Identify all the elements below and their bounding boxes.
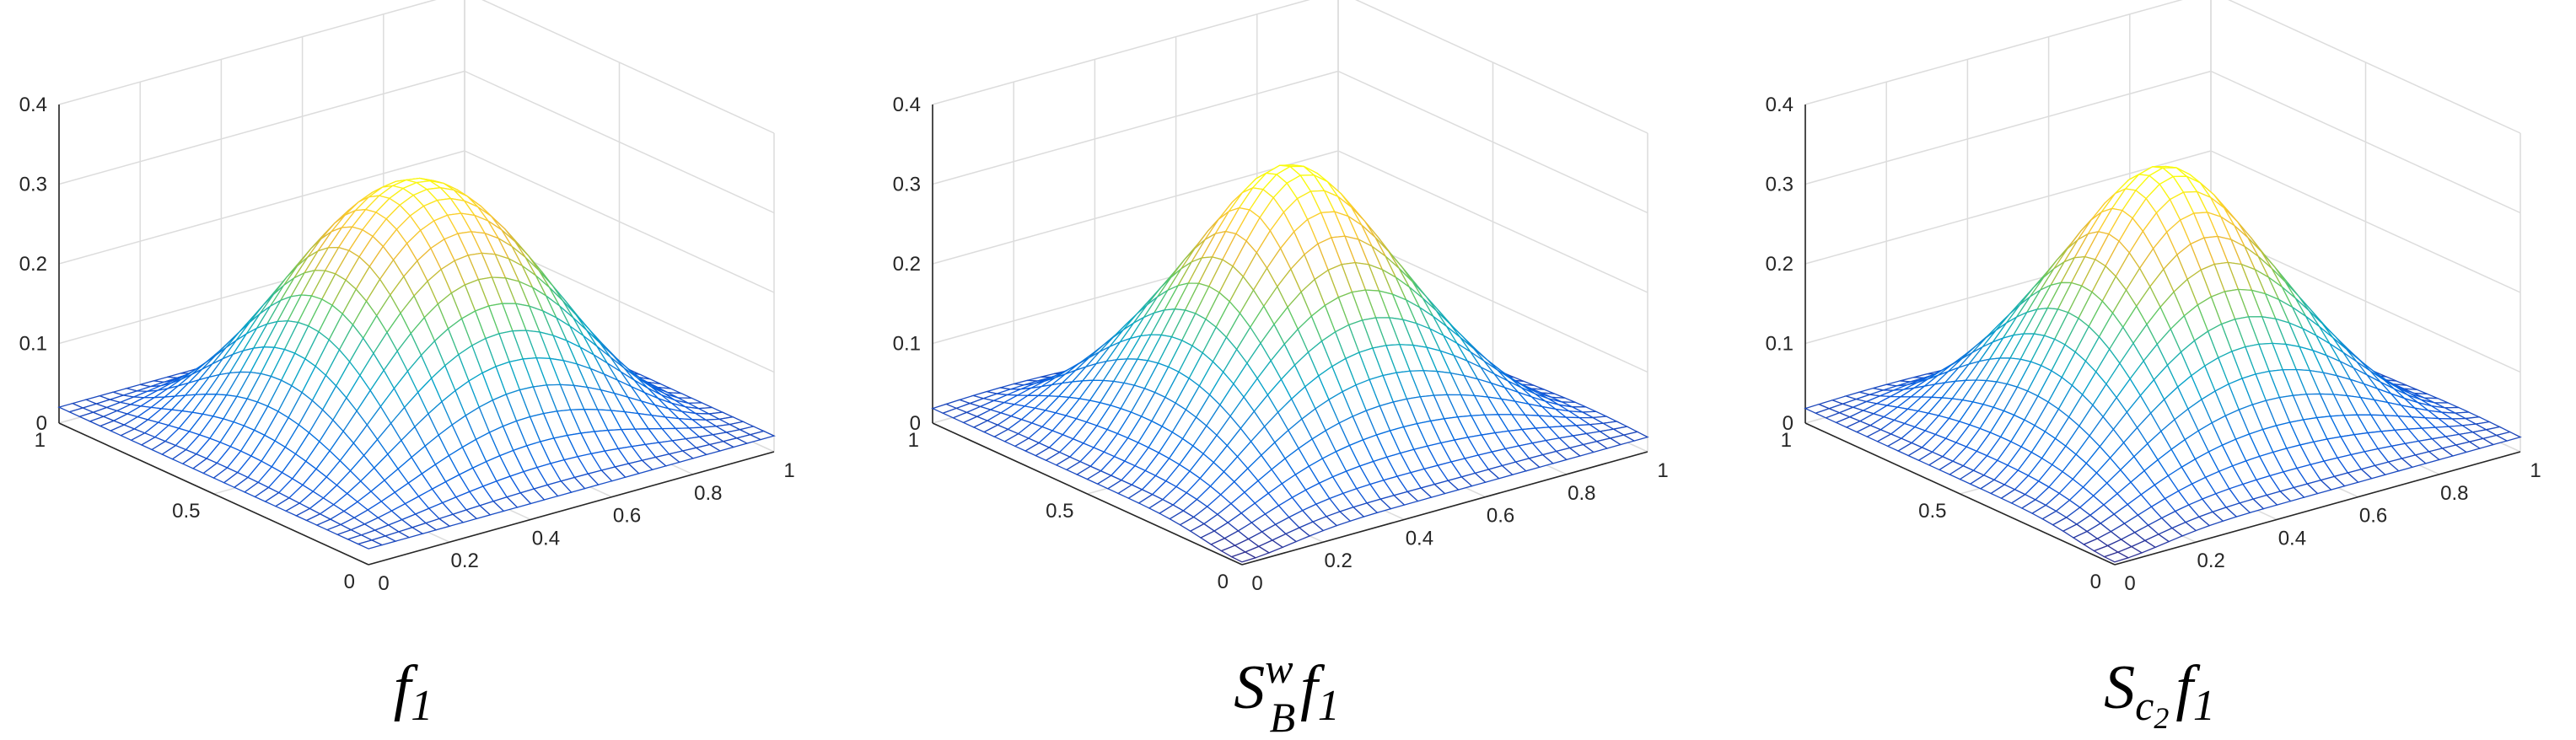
z-tick-label: 0.4 [19, 94, 47, 116]
x-tick-label: 0.4 [532, 527, 560, 550]
x-tick-label: 0 [378, 572, 389, 595]
z-tick-label: 0.4 [1766, 94, 1794, 116]
grid-line-z [1804, 150, 2212, 265]
y-tick-label: 0 [1218, 571, 1229, 593]
y-tick-label: 0 [344, 571, 355, 593]
z-tick-label: 0 [36, 412, 47, 435]
x-tick-label: 0 [2124, 572, 2135, 595]
z-tick-label: 0.3 [19, 174, 47, 196]
x-tick-label: 1 [1657, 459, 1668, 482]
y-tick-label: 0 [2090, 571, 2101, 593]
x-tick-label: 0.2 [2197, 550, 2225, 572]
x-axis [368, 451, 775, 566]
axes [1804, 105, 2521, 566]
z-tick-label: 0.4 [893, 94, 921, 116]
mesh-cell [356, 539, 384, 550]
grid-line-z [932, 150, 1339, 265]
x-tick-label: 0.8 [694, 482, 722, 505]
y-tick-label: 0.5 [172, 500, 200, 523]
x-tick-label: 0.8 [2440, 482, 2468, 505]
y-axis [932, 422, 1243, 566]
grid-line-z [1804, 0, 2183, 105]
z-tick-label: 0.2 [893, 253, 921, 276]
plot-caption: f1 [394, 653, 433, 730]
grid-line-z [932, 70, 1339, 185]
grid-line-z [58, 0, 437, 105]
axes [58, 105, 775, 566]
x-tick-label: 0.6 [613, 505, 641, 528]
x-tick-label: 0 [1251, 572, 1262, 595]
z-tick-label: 0.2 [1766, 253, 1794, 276]
y-tick-label: 1 [1781, 429, 1792, 452]
y-tick-label: 0.5 [1046, 500, 1073, 523]
x-tick-label: 0.2 [1325, 550, 1353, 572]
y-tick-label: 1 [908, 429, 919, 452]
x-tick-label: 1 [2530, 459, 2541, 482]
y-tick-label: 1 [35, 429, 46, 452]
x-tick-label: 0.6 [2359, 505, 2387, 528]
mesh-cell [1230, 551, 1257, 563]
x-axis [2114, 451, 2521, 566]
surface-mesh [1804, 165, 2522, 563]
mesh-cell [2103, 551, 2130, 563]
z-tick-label: 0.1 [1766, 333, 1794, 356]
surface-mesh [931, 164, 1649, 563]
x-axis [1241, 451, 1648, 566]
axes [932, 105, 1648, 566]
x-tick-label: 0.4 [2278, 527, 2306, 550]
z-tick-label: 0 [1783, 412, 1794, 435]
grid-line-z [932, 0, 1310, 105]
z-tick-label: 0.1 [893, 333, 921, 356]
z-tick-label: 0 [910, 412, 921, 435]
surface-mesh [57, 177, 776, 550]
x-tick-label: 0.4 [1406, 527, 1433, 550]
plot-caption: Sc2 f1 [2104, 653, 2215, 735]
z-tick-label: 0.1 [19, 333, 47, 356]
y-axis [58, 422, 369, 566]
grid-line-z [58, 150, 465, 265]
y-axis [1804, 422, 2116, 566]
x-tick-label: 0.6 [1487, 505, 1514, 528]
z-tick-label: 0.3 [1766, 174, 1794, 196]
z-tick-label: 0.3 [893, 174, 921, 196]
x-tick-label: 0.8 [1568, 482, 1595, 505]
z-tick-label: 0.2 [19, 253, 47, 276]
grid-line-z [1804, 70, 2212, 185]
y-tick-label: 0.5 [1918, 500, 1946, 523]
plot-caption: Sw Bf1 [1234, 645, 1339, 740]
x-tick-label: 0.2 [451, 550, 479, 572]
grid-line-z [58, 70, 465, 185]
x-tick-label: 1 [783, 459, 794, 482]
